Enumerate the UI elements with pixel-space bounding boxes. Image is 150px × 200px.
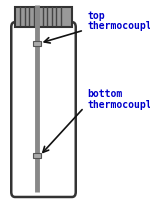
Text: thermocouple: thermocouple <box>87 99 150 109</box>
Bar <box>15 8 72 28</box>
Text: bottom: bottom <box>87 89 122 99</box>
Text: thermocouple: thermocouple <box>87 21 150 31</box>
FancyBboxPatch shape <box>11 23 76 197</box>
Bar <box>33 41 41 46</box>
Bar <box>33 154 41 158</box>
Text: top: top <box>87 11 105 21</box>
